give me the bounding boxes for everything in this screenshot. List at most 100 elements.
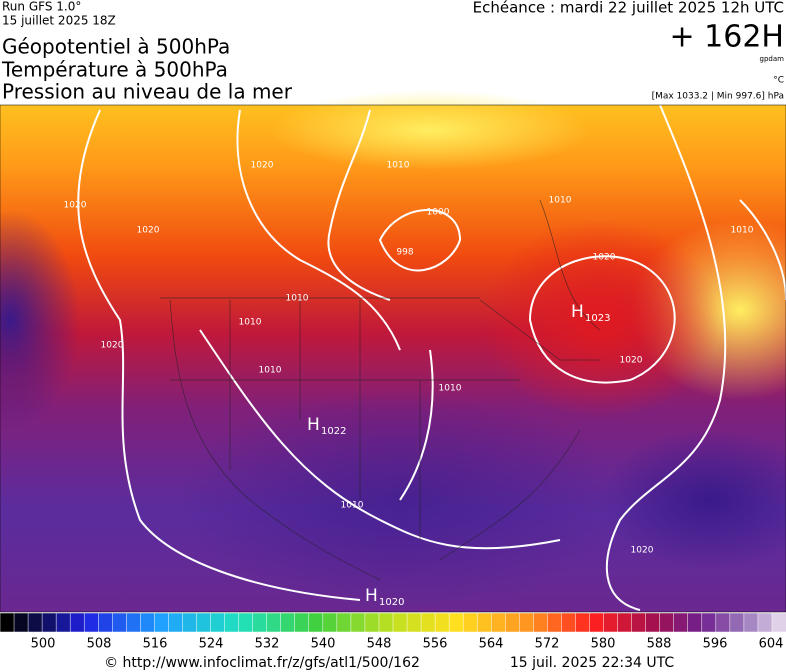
map: [0, 90, 786, 613]
isobar-label: 1020: [251, 161, 274, 171]
pressure-value: 1023: [585, 313, 610, 324]
unit: °C: [773, 76, 784, 86]
footer-date: 15 juil. 2025 22:34 UTC: [510, 655, 675, 671]
isobar-label: 1020: [631, 546, 654, 556]
colorbar-swatch: [126, 612, 142, 633]
colorbar-swatch: [392, 612, 408, 633]
colorbar-swatch: [476, 612, 493, 633]
colorbar-swatch: [603, 612, 619, 633]
colorbar-tick-label: 540: [311, 637, 336, 652]
isobar-label: 1000: [427, 208, 450, 218]
colorbar-swatch: [631, 612, 647, 633]
isobar-label: 1020: [593, 253, 616, 263]
isobar-label: 1010: [439, 384, 462, 394]
colorbar-swatch: [13, 612, 29, 633]
colorbar-tick-label: 564: [479, 637, 504, 652]
colorbar-tick-label: 532: [255, 637, 280, 652]
colorbar-swatch: [182, 612, 198, 633]
pressure-center: H: [307, 415, 320, 435]
colorbar-tick-label: 500: [31, 637, 56, 652]
colorbar-tick-label: 548: [367, 637, 392, 652]
isobar-label: 1020: [101, 341, 124, 351]
pressure-value: 1020: [379, 597, 404, 608]
colorbar-swatch: [561, 612, 577, 633]
colorbar-swatch: [491, 612, 507, 633]
colorbar: 500 508 516 524 532 540 548 556 564 572 580 588 596 6…: [0, 612, 786, 652]
colorbar-swatch: [280, 612, 296, 633]
colorbar-swatch: [98, 612, 114, 633]
colorbar-tick-label: 604: [759, 637, 784, 652]
colorbar-swatch: [364, 612, 380, 633]
colorbar-swatch: [617, 612, 633, 633]
isobar-label: 1010: [239, 318, 262, 328]
colorbar-swatch: [420, 612, 436, 633]
colorbar-swatch: [659, 612, 675, 633]
colorbar-swatch: [645, 612, 661, 633]
colorbar-swatch: [294, 612, 310, 633]
colorbar-swatch: [448, 612, 464, 633]
colorbar-tick-label: 572: [535, 637, 560, 652]
isobar-label: 1020: [137, 226, 160, 236]
isobar-label: 1010: [286, 294, 309, 304]
colorbar-tick-label: 524: [199, 637, 224, 652]
unit: gpdam: [760, 55, 785, 63]
colorbar-swatch: [69, 612, 85, 633]
colorbar-swatch: [771, 612, 786, 633]
colorbar-swatch: [462, 612, 478, 633]
colorbar-tick-label: 588: [647, 637, 672, 652]
colorbar-tick-label: 556: [423, 637, 448, 652]
colorbar-swatch: [434, 612, 450, 633]
isobar-label: 1010: [731, 226, 754, 236]
pressure-center: H: [365, 586, 378, 606]
colorbar-swatch: [743, 612, 759, 633]
colorbar-swatch: [308, 612, 324, 633]
isobar-label: 1010: [387, 161, 410, 171]
pressure-center: H: [571, 302, 584, 322]
run-date: 15 juillet 2025 18Z: [2, 14, 116, 28]
colorbar-swatch: [729, 612, 745, 633]
colorbar-swatch: [140, 612, 156, 633]
colorbar-tick-label: 596: [703, 637, 728, 652]
footer-url: © http://www.infoclimat.fr/z/gfs/atl1/50…: [104, 655, 420, 671]
isobar-label: 998: [396, 248, 413, 258]
colorbar-swatch: [757, 612, 773, 633]
title: Géopotentiel à 500hPa: [2, 35, 230, 59]
colorbar-swatch: [701, 612, 717, 633]
run: Run GFS 1.0°: [2, 0, 81, 14]
colorbar-swatch: [322, 612, 338, 633]
colorbar-swatch: [266, 612, 282, 633]
valid-time: Echéance : mardi 22 juillet 2025 12h UTC: [473, 0, 784, 17]
colorbar-swatch: [547, 612, 563, 633]
isobar-label: 1010: [259, 366, 282, 376]
colorbar-swatch: [519, 612, 535, 633]
lead-time: + 162H: [670, 20, 785, 55]
colorbar-swatch: [83, 612, 100, 633]
isobar-label: 1010: [341, 501, 364, 511]
colorbar-swatch: [238, 612, 254, 633]
isobar-label: 1020: [620, 356, 643, 366]
pressure-value: 1022: [321, 426, 346, 437]
pressure-range: [Max 1033.2 | Min 997.6] hPa: [652, 92, 784, 102]
colorbar-swatch: [27, 612, 43, 633]
colorbar-swatch: [378, 612, 394, 633]
colorbar-swatch: [196, 612, 212, 633]
colorbar-swatch: [168, 612, 184, 633]
colorbar-swatch: [533, 612, 549, 633]
colorbar-swatch: [406, 612, 422, 633]
colorbar-tick-label: 508: [87, 637, 112, 652]
map-labels: 1020 1010 1020 1020 1000 998 1010 1010 1010 1020 1…: [64, 161, 754, 609]
colorbar-swatch: [55, 612, 71, 633]
colorbar-tick-label: 580: [591, 637, 616, 652]
title: Pression au niveau de la mer: [2, 80, 293, 104]
colorbar-swatch: [154, 612, 170, 633]
colorbar-swatch: [210, 612, 226, 633]
title: Température à 500hPa: [1, 58, 228, 82]
colorbar-swatch: [673, 612, 689, 633]
isobar-label: 1020: [64, 201, 87, 211]
colorbar-swatch: [224, 612, 240, 633]
colorbar-swatch: [687, 612, 703, 633]
colorbar-swatch: [0, 612, 15, 633]
colorbar-swatch: [41, 612, 57, 633]
colorbar-swatch: [505, 612, 521, 633]
